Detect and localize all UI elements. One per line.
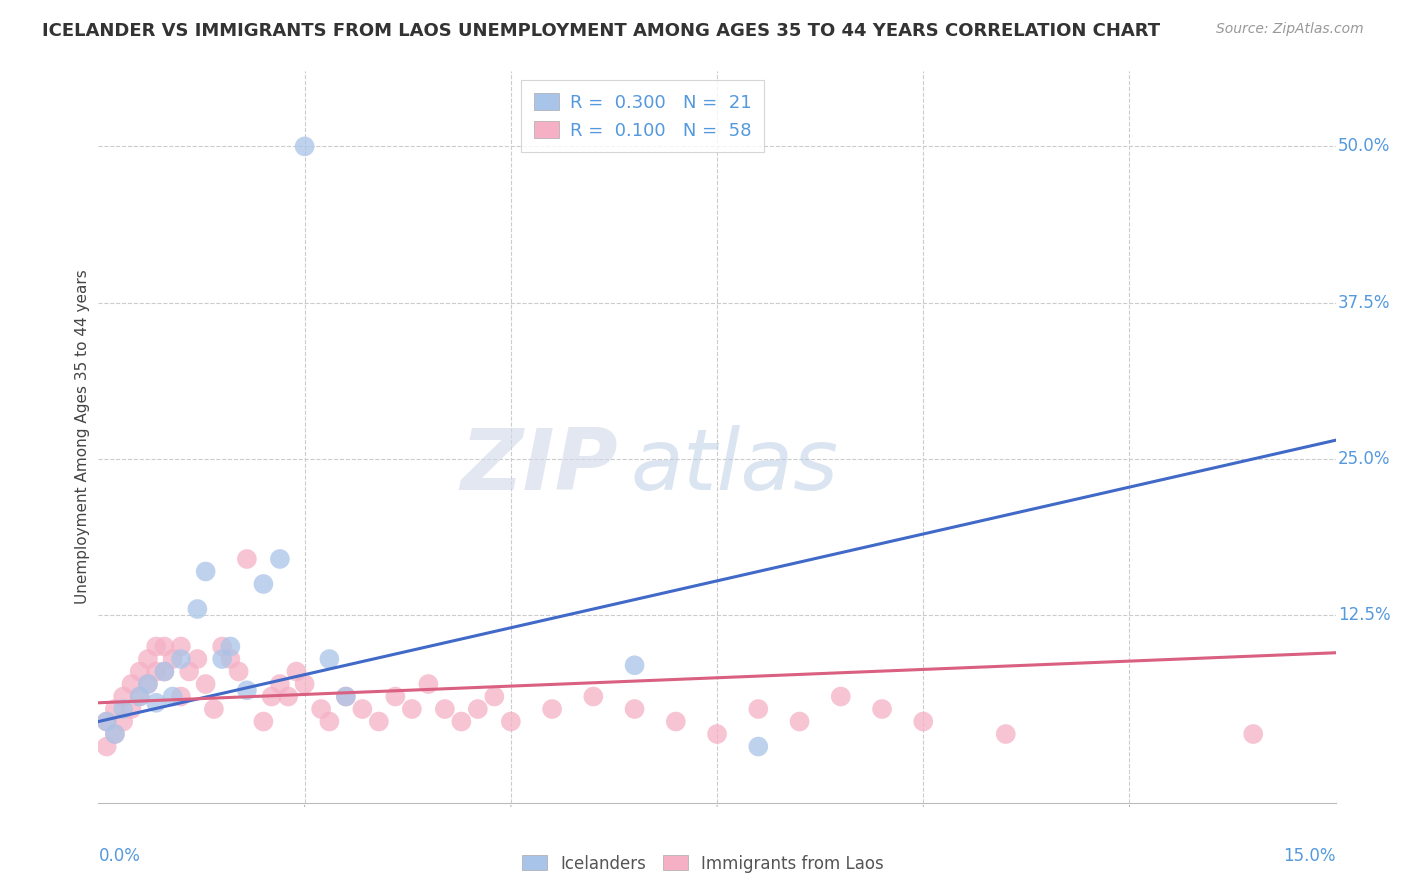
Point bbox=[260, 690, 283, 704]
Point bbox=[450, 714, 472, 729]
Point bbox=[294, 139, 316, 153]
Point bbox=[145, 696, 167, 710]
Point bbox=[170, 652, 193, 666]
Point bbox=[128, 690, 150, 704]
Point bbox=[418, 677, 440, 691]
Point bbox=[96, 739, 118, 754]
Legend: Icelanders, Immigrants from Laos: Icelanders, Immigrants from Laos bbox=[516, 848, 890, 880]
Point bbox=[186, 652, 208, 666]
Point bbox=[318, 652, 340, 666]
Text: Source: ZipAtlas.com: Source: ZipAtlas.com bbox=[1216, 22, 1364, 37]
Point bbox=[367, 714, 389, 729]
Point bbox=[277, 690, 299, 704]
Point bbox=[870, 702, 893, 716]
Point bbox=[228, 665, 250, 679]
Point bbox=[219, 652, 242, 666]
Point bbox=[236, 683, 259, 698]
Point bbox=[384, 690, 406, 704]
Point bbox=[294, 677, 316, 691]
Point bbox=[153, 665, 176, 679]
Point bbox=[104, 702, 127, 716]
Point bbox=[170, 640, 193, 654]
Point bbox=[269, 677, 291, 691]
Text: 15.0%: 15.0% bbox=[1284, 847, 1336, 864]
Point bbox=[1241, 727, 1264, 741]
Text: atlas: atlas bbox=[630, 425, 838, 508]
Point bbox=[120, 677, 142, 691]
Point bbox=[541, 702, 564, 716]
Point bbox=[104, 727, 127, 741]
Point bbox=[318, 714, 340, 729]
Point bbox=[162, 690, 184, 704]
Point bbox=[120, 702, 142, 716]
Point bbox=[789, 714, 811, 729]
Point bbox=[706, 727, 728, 741]
Point bbox=[335, 690, 357, 704]
Point bbox=[112, 702, 135, 716]
Point bbox=[104, 727, 127, 741]
Point bbox=[236, 552, 259, 566]
Point bbox=[747, 739, 769, 754]
Text: 0.0%: 0.0% bbox=[98, 847, 141, 864]
Point bbox=[269, 552, 291, 566]
Point bbox=[96, 714, 118, 729]
Point bbox=[128, 690, 150, 704]
Point bbox=[194, 565, 217, 579]
Y-axis label: Unemployment Among Ages 35 to 44 years: Unemployment Among Ages 35 to 44 years bbox=[75, 269, 90, 605]
Point bbox=[467, 702, 489, 716]
Point bbox=[994, 727, 1017, 741]
Point bbox=[153, 665, 176, 679]
Point bbox=[623, 658, 645, 673]
Point bbox=[484, 690, 506, 704]
Point bbox=[747, 702, 769, 716]
Point bbox=[162, 652, 184, 666]
Point bbox=[912, 714, 935, 729]
Point bbox=[194, 677, 217, 691]
Point bbox=[186, 602, 208, 616]
Point bbox=[285, 665, 308, 679]
Text: 25.0%: 25.0% bbox=[1339, 450, 1391, 468]
Point bbox=[179, 665, 201, 679]
Point bbox=[219, 640, 242, 654]
Text: 12.5%: 12.5% bbox=[1339, 607, 1391, 624]
Point bbox=[128, 665, 150, 679]
Point bbox=[96, 714, 118, 729]
Legend: R =  0.300   N =  21, R =  0.100   N =  58: R = 0.300 N = 21, R = 0.100 N = 58 bbox=[522, 80, 765, 153]
Point bbox=[623, 702, 645, 716]
Point bbox=[202, 702, 225, 716]
Text: ICELANDER VS IMMIGRANTS FROM LAOS UNEMPLOYMENT AMONG AGES 35 TO 44 YEARS CORRELA: ICELANDER VS IMMIGRANTS FROM LAOS UNEMPL… bbox=[42, 22, 1160, 40]
Point bbox=[211, 640, 233, 654]
Text: 50.0%: 50.0% bbox=[1339, 137, 1391, 155]
Point bbox=[433, 702, 456, 716]
Text: ZIP: ZIP bbox=[460, 425, 619, 508]
Point bbox=[112, 714, 135, 729]
Point bbox=[401, 702, 423, 716]
Text: 37.5%: 37.5% bbox=[1339, 293, 1391, 311]
Point bbox=[211, 652, 233, 666]
Point bbox=[665, 714, 688, 729]
Point bbox=[352, 702, 374, 716]
Point bbox=[170, 690, 193, 704]
Point bbox=[153, 640, 176, 654]
Point bbox=[145, 665, 167, 679]
Point bbox=[335, 690, 357, 704]
Point bbox=[136, 677, 159, 691]
Point bbox=[309, 702, 332, 716]
Point bbox=[252, 577, 274, 591]
Point bbox=[136, 652, 159, 666]
Point bbox=[112, 690, 135, 704]
Point bbox=[499, 714, 522, 729]
Point bbox=[136, 677, 159, 691]
Point bbox=[252, 714, 274, 729]
Point bbox=[582, 690, 605, 704]
Point bbox=[830, 690, 852, 704]
Point bbox=[145, 640, 167, 654]
